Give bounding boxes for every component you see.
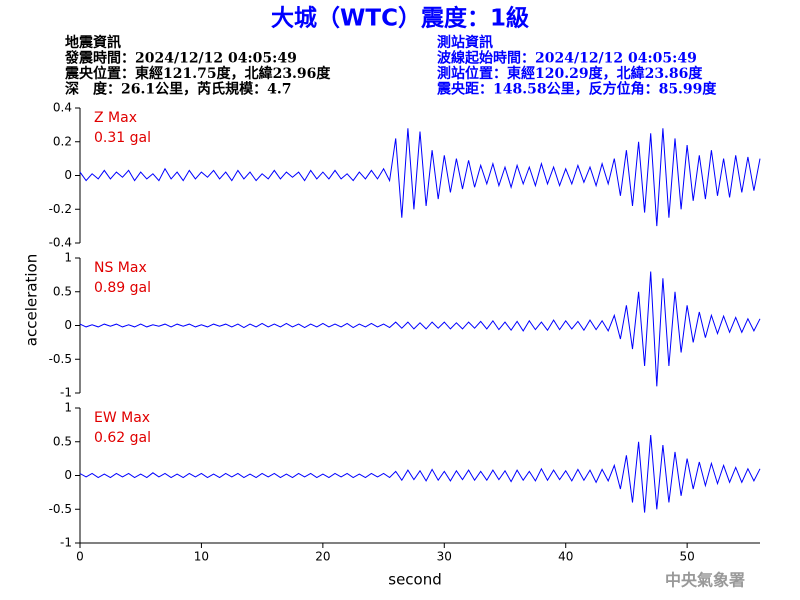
- y-tick-label: 0.5: [53, 284, 72, 298]
- y-tick-label: 1: [64, 251, 72, 265]
- y-tick-label: 0: [64, 168, 72, 182]
- y-tick-label: -1: [60, 386, 72, 400]
- max-value: 0.89 gal: [94, 280, 151, 296]
- y-axis-label: acceleration: [23, 254, 41, 346]
- y-tick-label: 0: [64, 468, 72, 482]
- y-tick-label: -0.5: [49, 502, 72, 516]
- info-line: 發震時間：2024/12/12 04:05:49: [64, 50, 297, 67]
- info-line: 波線起始時間：2024/12/12 04:05:49: [437, 50, 697, 67]
- info-line: 深 度：26.1公里，芮氏規模：4.7: [65, 81, 291, 98]
- component-name: EW Max: [94, 410, 150, 426]
- x-tick-label: 10: [194, 550, 209, 564]
- max-value: 0.31 gal: [94, 130, 151, 146]
- y-tick-label: 0: [64, 318, 72, 332]
- info-line: 測站位置：東經120.29度，北緯23.86度: [437, 65, 703, 82]
- y-tick-label: 0.5: [53, 434, 72, 448]
- x-axis-label: second: [388, 571, 442, 589]
- info-line: 震央距：148.58公里，反方位角：85.99度: [436, 81, 717, 98]
- x-tick-label: 30: [437, 550, 452, 564]
- max-value: 0.62 gal: [94, 430, 151, 446]
- x-tick-label: 40: [558, 550, 573, 564]
- title: 大城（WTC）震度：1級: [271, 5, 529, 32]
- info-line: 測站資訊: [437, 34, 493, 51]
- x-tick-label: 50: [680, 550, 695, 564]
- component-name: NS Max: [94, 260, 147, 276]
- x-tick-label: 20: [315, 550, 330, 564]
- info-line: 地震資訊: [65, 34, 121, 51]
- waveform: [79, 271, 761, 387]
- component-name: Z Max: [94, 110, 137, 126]
- y-tick-label: -0.4: [49, 236, 72, 250]
- y-tick-label: 0.2: [53, 134, 72, 148]
- info-line: 震央位置：東經121.75度，北緯23.96度: [64, 65, 331, 82]
- y-tick-label: -1: [60, 536, 72, 550]
- y-tick-label: -0.5: [49, 352, 72, 366]
- x-tick-label: 0: [76, 550, 84, 564]
- y-tick-label: -0.2: [49, 202, 72, 216]
- waveform: [79, 128, 761, 227]
- y-tick-label: 0.4: [53, 101, 72, 115]
- watermark: 中央氣象署: [665, 571, 745, 590]
- waveform: [79, 434, 761, 513]
- y-tick-label: 1: [64, 401, 72, 415]
